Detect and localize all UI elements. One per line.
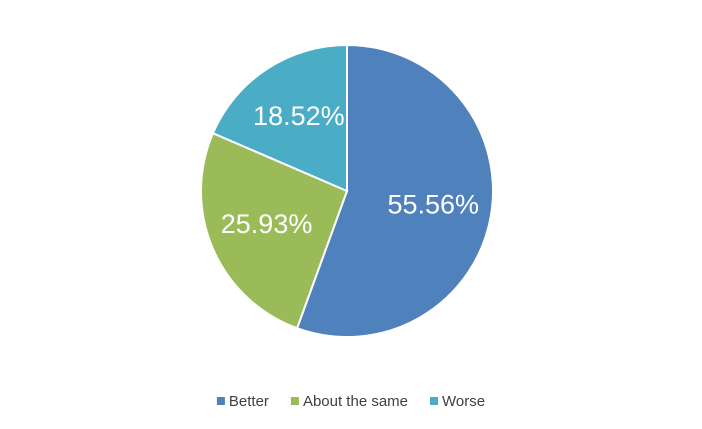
legend-label: About the same [303,393,408,410]
pie-slice [211,43,348,193]
legend-marker [430,397,439,405]
pie-slice [200,131,349,330]
legend-marker [290,397,299,405]
legend-label: Better [229,393,269,410]
legend-marker [216,397,225,405]
value-label: 18.52% [253,101,345,131]
value-label: 25.93% [221,209,313,239]
legend-label: Worse [442,393,485,410]
value-label: 55.56% [387,189,479,219]
pie-slice [295,43,494,338]
